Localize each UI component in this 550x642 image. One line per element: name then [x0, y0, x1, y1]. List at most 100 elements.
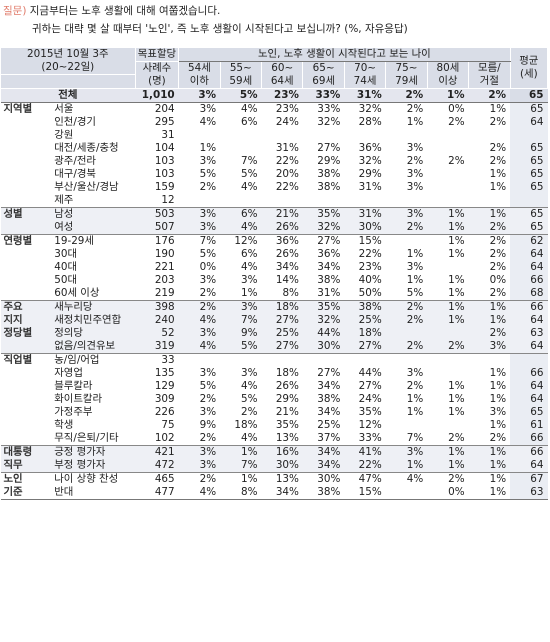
percent-cell: 50% [358, 287, 382, 299]
percent-cell [179, 194, 220, 208]
percent-cell: 3% [178, 88, 221, 103]
percent-cell: 4% [178, 486, 221, 500]
average-age-cell: 66 [510, 445, 548, 459]
row-group-label: 성별 [0, 207, 51, 221]
percent-cell: 1% [427, 459, 469, 473]
percent-cell: 38% [317, 181, 341, 193]
row-label: 새누리당 [50, 300, 136, 314]
row-label: 전체 [0, 88, 136, 103]
percent-cell: 1% [406, 406, 424, 418]
sample-size-cell: 159 [154, 181, 175, 193]
row-group-label [1, 393, 51, 406]
percent-cell [261, 353, 303, 367]
table-row: 60세 이상 219 2% 1% 8% 31% 50% 5% 1% 2% 68 [1, 287, 548, 301]
percent-cell: 34% [261, 486, 303, 500]
percent-cell: 33% [358, 432, 382, 444]
percent-cell [385, 234, 428, 248]
average-age-cell: 65 [510, 142, 548, 155]
percent-cell [178, 353, 221, 367]
table-row: 40대 221 0% 4% 34% 34% 23% 3% 2% 64 [1, 261, 548, 274]
percent-cell: 2% [385, 221, 428, 235]
sample-size-cell: 52 [135, 327, 179, 340]
average-age-cell: 66 [510, 300, 548, 314]
question-line-1: 질문) 지금부터는 노후 생활에 대해 여쭙겠습니다. [3, 4, 220, 18]
percent-cell [344, 353, 386, 367]
percent-cell: 1% [489, 181, 507, 193]
age-col-header: 80세 이상 [426, 61, 470, 89]
average-age-cell: 65 [510, 221, 548, 235]
percent-cell: 2% [178, 472, 221, 486]
percent-cell: 2% [489, 261, 507, 273]
percent-cell: 47% [344, 472, 386, 486]
percent-cell: 27% [317, 142, 341, 154]
percent-cell: 2% [448, 116, 465, 128]
percent-cell: 24% [275, 116, 299, 128]
percent-cell: 25% [344, 314, 386, 327]
percent-cell: 0% [199, 261, 217, 273]
row-label: 없음/의견유보 [50, 340, 136, 354]
percent-cell: 2% [489, 432, 507, 444]
percent-cell: 2% [468, 234, 511, 248]
percent-cell: 1% [489, 419, 507, 431]
percent-cell: 2% [468, 221, 511, 235]
row-label: 여성 [50, 221, 136, 235]
percent-cell: 3% [178, 207, 221, 221]
percent-cell: 3% [178, 221, 221, 235]
percent-cell [468, 353, 511, 367]
percent-cell: 4% [199, 116, 217, 128]
percent-cell [262, 194, 303, 208]
percent-cell: 2% [199, 432, 217, 444]
percent-cell: 2% [385, 340, 428, 354]
row-group-label [1, 380, 51, 393]
average-age-cell [510, 353, 548, 367]
percent-cell: 28% [358, 116, 382, 128]
sample-size-cell: 190 [154, 248, 175, 260]
row-label: 무직/은퇴/기타 [54, 432, 119, 444]
percent-cell: 5% [241, 393, 258, 405]
average-age-cell: 67 [510, 472, 548, 486]
table-row: 대전/세종/충청 104 1% 31% 27% 36% 3% 2% 65 [1, 142, 548, 155]
percent-cell: 2% [489, 287, 507, 299]
table-row: 노인 나이 상향 찬성 465 2% 1% 13% 30% 47% 4% 2% 1% 67 [0, 472, 548, 486]
sample-size-cell: 12 [161, 194, 175, 206]
percent-cell: 32% [317, 116, 341, 128]
percent-cell [385, 327, 428, 340]
sample-size-cell: 472 [135, 459, 179, 473]
percent-cell: 36% [317, 248, 341, 260]
sample-size-cell: 477 [135, 486, 179, 500]
percent-cell: 1% [427, 445, 469, 459]
percent-cell: 6% [220, 207, 262, 221]
percent-cell: 3% [178, 327, 221, 340]
table-row: 직무 부정 평가자 472 3% 7% 30% 34% 22% 1% 1% 1% 64 [0, 459, 548, 473]
percent-cell: 3% [489, 406, 507, 418]
table-row: 정당별 정의당 52 3% 9% 25% 44% 18% 2% 63 [0, 327, 548, 340]
row-group-label [1, 181, 51, 194]
row-label: 블루칼라 [54, 380, 93, 392]
percent-cell: 14% [275, 274, 299, 286]
percent-cell: 34% [317, 380, 341, 392]
percent-cell: 1% [468, 314, 511, 327]
percent-cell: 18% [344, 327, 386, 340]
percent-cell: 3% [406, 142, 424, 154]
percent-cell: 4% [220, 102, 262, 116]
row-label: 부산/울산/경남 [54, 181, 119, 193]
percent-cell: 5% [220, 340, 262, 354]
row-group-label: 대통령 [0, 445, 51, 459]
percent-cell: 7% [220, 314, 262, 327]
percent-cell: 8% [220, 486, 262, 500]
row-label: 정의당 [50, 327, 136, 340]
row-label: 40대 [54, 261, 77, 273]
percent-cell: 4% [385, 472, 428, 486]
percent-cell: 38% [344, 300, 386, 314]
average-age-cell: 65 [510, 155, 548, 168]
percent-cell: 1% [427, 221, 469, 235]
percent-cell: 3% [199, 155, 217, 167]
table-row: 무직/은퇴/기타 102 2% 4% 13% 37% 33% 7% 2% 2% 66 [1, 432, 548, 446]
percent-cell: 3% [406, 181, 424, 193]
sample-size-cell: 104 [154, 142, 175, 154]
sample-size-cell: 309 [154, 393, 175, 405]
percent-cell: 41% [344, 445, 386, 459]
percent-cell: 3% [385, 445, 428, 459]
percent-cell: 35% [302, 207, 345, 221]
percent-cell [262, 129, 303, 142]
